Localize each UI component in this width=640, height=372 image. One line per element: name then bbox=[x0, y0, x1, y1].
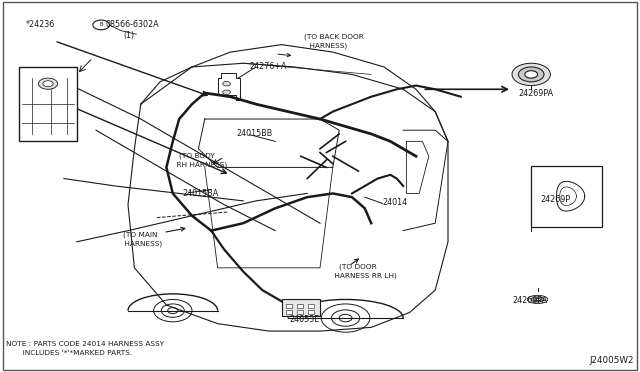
Text: 24015BB: 24015BB bbox=[237, 129, 273, 138]
Text: 24014: 24014 bbox=[383, 198, 408, 207]
Bar bbox=[531, 166, 602, 227]
Circle shape bbox=[512, 63, 550, 86]
Circle shape bbox=[38, 78, 58, 89]
Bar bbox=[297, 310, 303, 314]
Text: B: B bbox=[99, 22, 103, 28]
Bar bbox=[282, 299, 320, 316]
Ellipse shape bbox=[531, 297, 544, 302]
Bar bbox=[286, 304, 292, 308]
Text: (1): (1) bbox=[123, 31, 134, 40]
Circle shape bbox=[518, 67, 544, 82]
Bar bbox=[297, 304, 303, 308]
Text: INCLUDES '*'*MARKED PARTS.: INCLUDES '*'*MARKED PARTS. bbox=[6, 350, 132, 356]
Text: J24005W2: J24005W2 bbox=[589, 356, 634, 365]
Circle shape bbox=[525, 71, 538, 78]
Text: (TO BODY: (TO BODY bbox=[179, 153, 215, 160]
Text: HARNESS): HARNESS) bbox=[122, 240, 162, 247]
Text: HARNESS RR LH): HARNESS RR LH) bbox=[332, 272, 396, 279]
Text: NOTE : PARTS CODE 24014 HARNESS ASSY: NOTE : PARTS CODE 24014 HARNESS ASSY bbox=[6, 341, 164, 347]
Text: 24276+A: 24276+A bbox=[250, 62, 287, 71]
Text: 24269PA: 24269PA bbox=[512, 296, 547, 305]
Text: (TO DOOR: (TO DOOR bbox=[339, 264, 377, 270]
Ellipse shape bbox=[535, 298, 540, 301]
Text: (TO BACK DOOR: (TO BACK DOOR bbox=[304, 34, 364, 41]
Bar bbox=[286, 310, 292, 314]
Text: 08566-6302A: 08566-6302A bbox=[106, 20, 159, 29]
Text: RH HARNESS): RH HARNESS) bbox=[174, 161, 227, 168]
Ellipse shape bbox=[527, 295, 548, 304]
Bar bbox=[308, 310, 314, 314]
Bar bbox=[19, 67, 77, 141]
Circle shape bbox=[223, 90, 230, 94]
Circle shape bbox=[93, 20, 109, 30]
Text: 24053E: 24053E bbox=[289, 315, 319, 324]
Text: 24015BA: 24015BA bbox=[182, 189, 219, 198]
Bar bbox=[308, 304, 314, 308]
Text: *24236: *24236 bbox=[26, 20, 55, 29]
Circle shape bbox=[223, 81, 230, 86]
Text: HARNESS): HARNESS) bbox=[307, 42, 348, 49]
Text: 24269PA: 24269PA bbox=[518, 89, 554, 97]
Circle shape bbox=[43, 81, 53, 87]
Text: (TO MAIN: (TO MAIN bbox=[123, 232, 157, 238]
Text: 24269P: 24269P bbox=[541, 195, 571, 203]
